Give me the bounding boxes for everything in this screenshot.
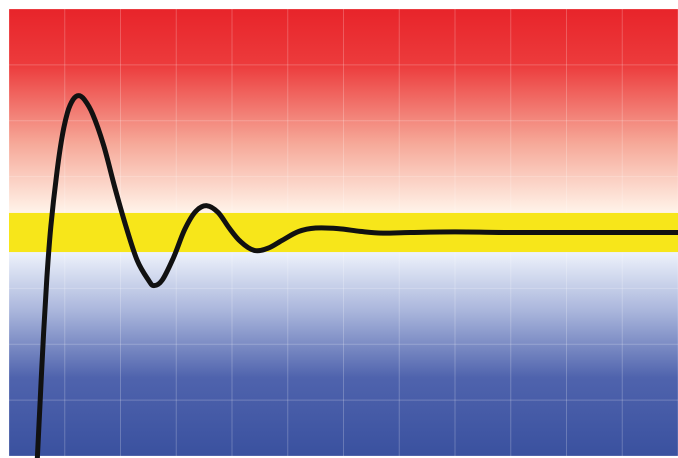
series-lines [34,93,678,458]
series-line-0 [34,93,678,458]
